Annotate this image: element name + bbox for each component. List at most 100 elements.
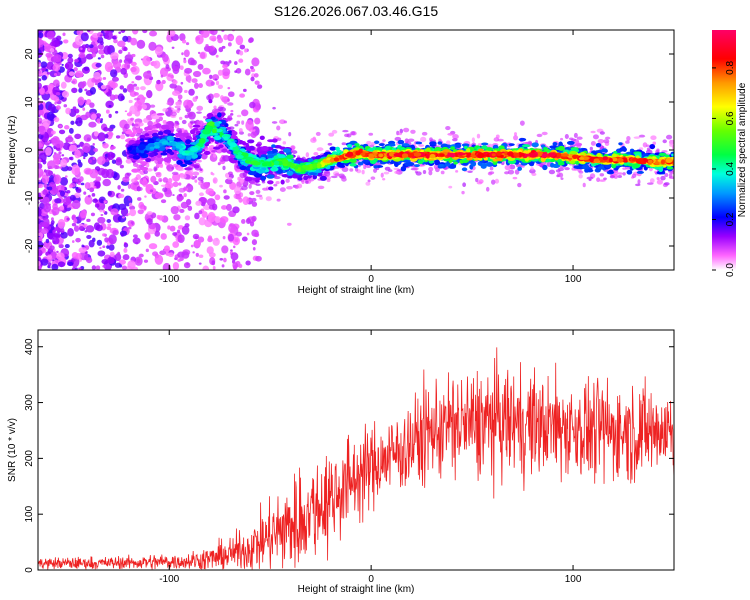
noise-blob bbox=[56, 250, 59, 253]
ridge-blob bbox=[608, 169, 614, 174]
noise-blob bbox=[74, 58, 79, 63]
noise-blob bbox=[133, 83, 137, 87]
halo-blob bbox=[192, 171, 200, 176]
noise-blob bbox=[189, 125, 193, 129]
noise-blob bbox=[99, 246, 102, 250]
noise-blob bbox=[109, 81, 118, 89]
noise-blob bbox=[74, 149, 81, 159]
halo-blob bbox=[346, 133, 352, 138]
noise-blob bbox=[159, 250, 166, 256]
noise-blob bbox=[80, 47, 83, 50]
noise-blob bbox=[137, 209, 144, 215]
noise-blob bbox=[97, 250, 106, 257]
noise-blob bbox=[128, 99, 133, 104]
noise-blob bbox=[187, 205, 193, 211]
halo-blob bbox=[578, 174, 583, 179]
halo-blob bbox=[428, 170, 433, 176]
noise-blob bbox=[142, 55, 151, 67]
noise-blob bbox=[59, 176, 69, 186]
noise-blob bbox=[112, 229, 119, 236]
noise-blob bbox=[222, 64, 228, 69]
noise-blob bbox=[132, 30, 139, 35]
noise-blob bbox=[61, 63, 64, 66]
noise-blob bbox=[218, 47, 224, 53]
noise-blob bbox=[177, 94, 183, 100]
noise-blob bbox=[74, 178, 78, 182]
ridge-blob bbox=[573, 165, 582, 169]
noise-blob bbox=[75, 70, 84, 78]
ridge-blob bbox=[518, 137, 527, 142]
noise-blob bbox=[54, 198, 62, 204]
halo-blob bbox=[150, 104, 156, 108]
ridge-blob bbox=[455, 143, 462, 148]
halo-blob bbox=[633, 136, 641, 139]
ridge-blob bbox=[281, 173, 290, 178]
noise-blob bbox=[69, 156, 74, 161]
noise-blob bbox=[249, 101, 256, 109]
ridge-blob bbox=[280, 179, 285, 185]
noise-blob bbox=[199, 52, 206, 59]
noise-blob bbox=[238, 264, 243, 269]
halo-blob bbox=[138, 122, 144, 127]
ridge-blob bbox=[374, 140, 380, 144]
noise-blob bbox=[93, 131, 99, 137]
noise-blob bbox=[188, 81, 191, 83]
halo-blob bbox=[664, 173, 669, 178]
noise-blob bbox=[74, 108, 80, 114]
noise-blob bbox=[184, 215, 191, 221]
noise-blob bbox=[165, 64, 170, 70]
noise-blob bbox=[207, 211, 216, 223]
noise-blob bbox=[104, 61, 113, 73]
halo-blob bbox=[519, 120, 525, 126]
halo-blob bbox=[137, 186, 143, 192]
noise-blob bbox=[184, 89, 188, 94]
noise-blob bbox=[195, 200, 202, 206]
noise-blob bbox=[184, 67, 193, 74]
ridge-blob bbox=[154, 157, 163, 161]
halo-blob bbox=[234, 123, 239, 127]
noise-blob bbox=[71, 164, 81, 176]
noise-blob bbox=[85, 225, 95, 233]
noise-blob bbox=[173, 214, 181, 221]
halo-blob bbox=[330, 175, 338, 179]
noise-blob bbox=[235, 35, 244, 46]
noise-blob bbox=[93, 185, 97, 189]
noise-blob bbox=[107, 242, 111, 246]
halo-blob bbox=[668, 172, 673, 178]
noise-blob bbox=[172, 194, 175, 196]
noise-blob bbox=[221, 45, 226, 49]
halo-blob bbox=[236, 114, 242, 118]
noise-blob bbox=[195, 34, 204, 45]
halo-blob bbox=[475, 177, 479, 183]
ridge-blob bbox=[267, 186, 274, 191]
halo-blob bbox=[609, 175, 615, 179]
noise-blob bbox=[122, 216, 125, 219]
noise-blob bbox=[219, 184, 223, 188]
noise-blob bbox=[51, 207, 60, 216]
halo-blob bbox=[622, 167, 627, 170]
ridge-blob bbox=[184, 161, 193, 165]
noise-blob bbox=[219, 216, 229, 224]
halo-blob bbox=[560, 137, 564, 141]
ridge-blob bbox=[378, 143, 385, 146]
halo-blob bbox=[654, 170, 658, 174]
noise-blob bbox=[43, 202, 52, 213]
ridge-blob bbox=[193, 165, 200, 169]
ridge-blob bbox=[178, 132, 184, 137]
noise-blob bbox=[183, 193, 187, 198]
noise-blob bbox=[169, 225, 176, 232]
ridge-blob bbox=[404, 162, 413, 167]
noise-blob bbox=[40, 258, 49, 266]
noise-blob bbox=[95, 113, 102, 118]
noise-blob bbox=[117, 215, 127, 223]
noise-blob bbox=[45, 169, 52, 177]
noise-blob bbox=[126, 112, 133, 117]
halo-blob bbox=[433, 164, 439, 170]
ridge-blob bbox=[581, 147, 588, 152]
halo-blob bbox=[240, 185, 248, 191]
noise-blob bbox=[209, 35, 217, 41]
halo-blob bbox=[166, 102, 172, 105]
noise-blob bbox=[213, 105, 217, 110]
halo-blob bbox=[317, 185, 325, 190]
noise-blob bbox=[234, 61, 238, 66]
